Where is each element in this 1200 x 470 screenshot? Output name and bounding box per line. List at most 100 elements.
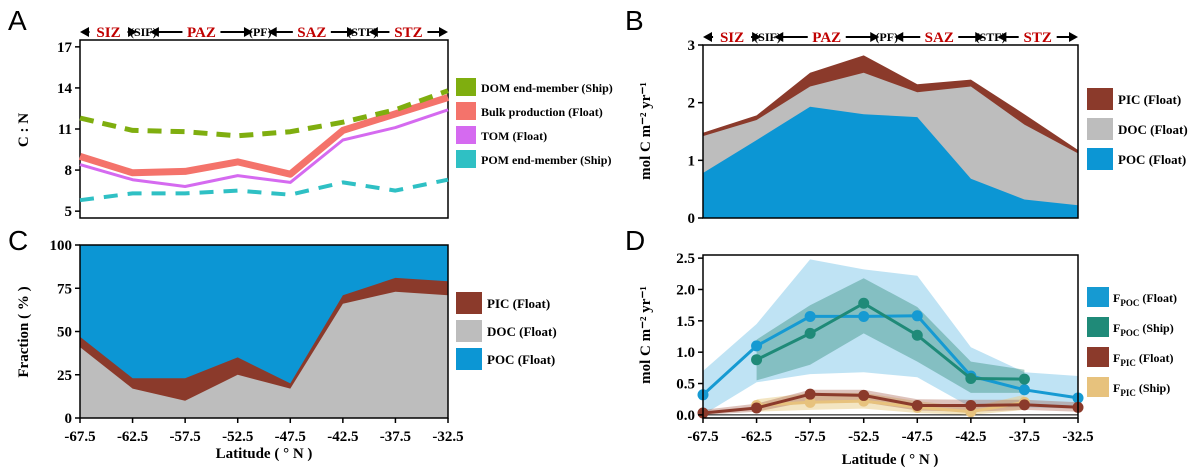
legend-label-base: F [1113, 321, 1120, 335]
y-tick-label: 2 [688, 96, 696, 112]
zone-arrowhead-left [149, 27, 159, 37]
y-tick-label: 5 [65, 204, 73, 220]
data-point [804, 310, 816, 322]
legend-label: FPOC (Float) [1113, 291, 1177, 308]
front-label: (STF) [976, 30, 1006, 44]
data-point [804, 396, 816, 408]
x-tick-label: -32.5 [432, 429, 463, 445]
legend-label: PIC (Float) [487, 296, 550, 311]
panel-c: 0 25 50 75 100 -67.5 -62.5 -57.5 -52.5 -47.5 -42.… [16, 238, 557, 462]
series-line-pom [79, 177, 449, 203]
series-line-dom [79, 88, 449, 139]
legend-label: TOM (Float) [481, 129, 547, 143]
panel-c-x-ticks: -67.5 -62.5 -57.5 -52.5 -47.5 -42.5 -37.5 -32.5 [64, 418, 464, 445]
panel-label-d: D [625, 225, 645, 256]
panel-a-legend: DOM end-member (Ship) Bulk production (Fl… [456, 78, 613, 168]
data-point [1018, 384, 1030, 396]
y-tick-label: 75 [57, 281, 72, 297]
zone-label-bg [713, 27, 752, 43]
panel-c-x-label: Latitude ( ° N ) [216, 446, 313, 462]
y-tick-label: 2.5 [676, 251, 695, 267]
data-point [1018, 373, 1030, 385]
legend-swatch [1087, 88, 1113, 110]
legend-label-subscript: PIC [1120, 358, 1136, 368]
panel-b-y-ticks: 0 1 2 3 [688, 38, 703, 227]
data-point [858, 297, 870, 309]
y-tick-label: 100 [50, 238, 73, 254]
legend-label: PIC (Float) [1118, 92, 1181, 107]
y-tick-label: 0 [65, 411, 73, 427]
y-tick-label: 14 [57, 81, 73, 97]
zone-arrowhead-left [80, 27, 89, 37]
legend-swatch [1087, 148, 1113, 170]
legend-label-base: F [1113, 381, 1120, 395]
panel-d-y-label: mol C m⁻² yr⁻¹ [638, 286, 654, 384]
y-tick-label: 8 [65, 163, 73, 179]
legend-label-rest: (Ship) [1139, 321, 1173, 335]
legend-swatch [456, 126, 476, 144]
zone-label-bg [89, 22, 128, 38]
panel-b-legend: PIC (Float) DOC (Float) POC (Float) [1087, 88, 1188, 170]
panel-d-legend: FPOC (Float)FPOC (Ship)FPIC (Float)FPIC … [1087, 287, 1177, 398]
zone-arrowhead-right [439, 27, 448, 37]
zone-label: SIZ [96, 25, 120, 41]
zone-label: STZ [394, 25, 422, 41]
legend-swatch [1087, 347, 1109, 367]
x-tick-label: -37.5 [1009, 429, 1040, 445]
panel-d-y-ticks: 0.0 0.5 1.0 1.5 2.0 2.5 [676, 251, 703, 424]
front-label: (PF) [875, 30, 898, 44]
zone-label: PAZ [812, 30, 841, 46]
data-point [911, 310, 923, 322]
legend-label-base: F [1113, 351, 1120, 365]
zone-arrowhead-right [347, 27, 356, 37]
zone-arrowhead-left [774, 32, 784, 42]
panel-a-series [78, 88, 450, 203]
panel-d: 0.00.51.01.52.02.5 -67.5 -62.5 -57.5 -52.5-… [638, 251, 1177, 468]
zone-label-bg [1018, 27, 1057, 43]
legend-label: DOC (Float) [487, 324, 557, 339]
data-point [858, 389, 870, 401]
panel-d-x-label: Latitude ( ° N ) [842, 452, 939, 468]
y-tick-label: 25 [57, 368, 72, 384]
panel-b-frame [702, 44, 1079, 219]
y-tick-label: 0 [688, 211, 696, 227]
series-line-tom [79, 108, 449, 188]
panel-b-areas [703, 55, 1078, 219]
zone-arrowhead-left [267, 27, 277, 37]
front-label: (SIF) [130, 25, 157, 39]
series-line [756, 399, 1025, 414]
zone-bar-b: SIZ PAZ SAZ STZ (SIF) (PF) (STF) [703, 27, 1078, 46]
uncertainty-band [703, 259, 1078, 415]
data-point [911, 399, 923, 411]
front-label: (PF) [249, 25, 272, 39]
y-tick-label: 1 [688, 153, 696, 169]
panel-d-frame [702, 254, 1079, 419]
legend-label: POC (Float) [487, 352, 555, 367]
y-tick-label: 0.0 [676, 408, 695, 424]
y-tick-label: 0.5 [676, 377, 695, 393]
panel-label-c: C [8, 225, 28, 256]
zone-arrowhead-left [997, 32, 1007, 42]
legend-label: DOM end-member (Ship) [481, 81, 613, 95]
x-tick-label: -62.5 [741, 429, 772, 445]
data-point [965, 373, 977, 385]
panel-label-a: A [8, 5, 27, 36]
legend-label: FPIC (Ship) [1113, 381, 1170, 398]
zone-label: SIZ [720, 30, 744, 46]
area-doc [80, 291, 448, 418]
panel-c-y-ticks: 0 25 50 75 100 [50, 238, 80, 427]
legend-label-rest: (Float) [1139, 291, 1177, 305]
series-line [755, 301, 1025, 381]
front-label: (SIF) [754, 30, 781, 44]
y-tick-label: 50 [57, 325, 72, 341]
legend-swatch [1087, 118, 1113, 140]
zone-label-bg [920, 27, 959, 43]
panel-d-plot [697, 259, 1084, 419]
zone-arrowhead-left [703, 32, 712, 42]
zone-arrowhead-right [243, 27, 253, 37]
legend-label-rest: (Ship) [1136, 381, 1170, 395]
y-tick-label: 17 [57, 40, 73, 56]
data-point [911, 329, 923, 341]
zone-label-bg [389, 22, 428, 38]
y-tick-label: 3 [688, 38, 696, 54]
